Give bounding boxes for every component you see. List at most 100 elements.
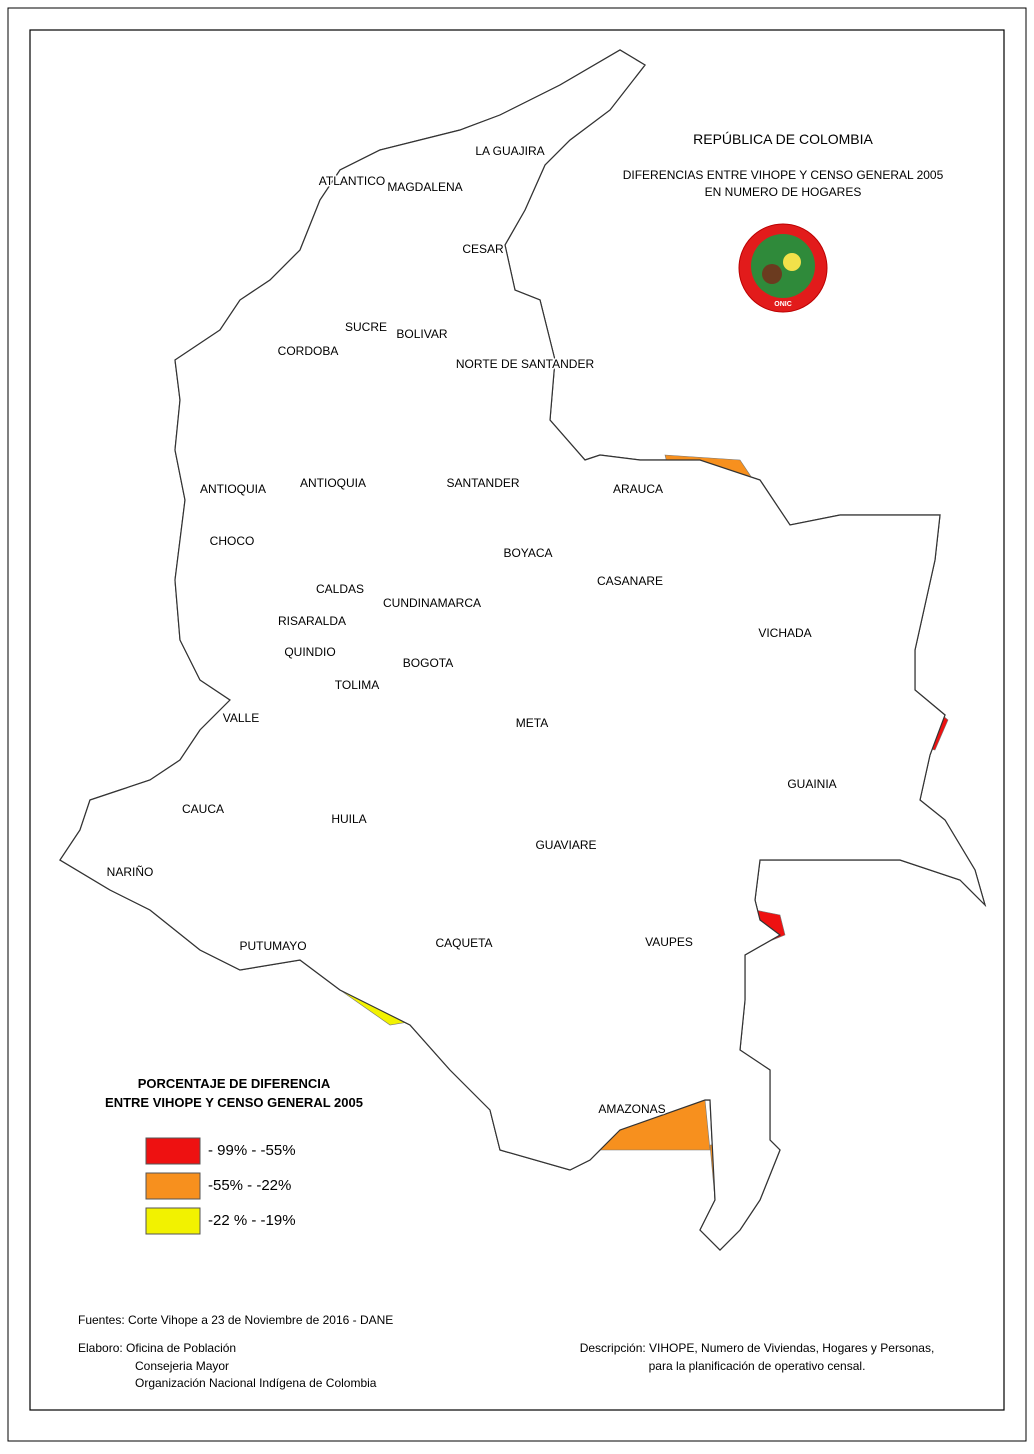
department-label: ARAUCA <box>613 482 663 496</box>
municipality <box>138 381 155 403</box>
municipality <box>96 507 119 525</box>
municipality <box>68 675 85 698</box>
municipality <box>250 130 268 149</box>
municipality <box>166 213 184 233</box>
municipality <box>96 451 116 470</box>
municipality <box>572 185 585 205</box>
municipality <box>572 423 585 442</box>
municipality <box>194 171 217 194</box>
municipality <box>194 269 211 291</box>
municipality <box>166 297 190 314</box>
municipality <box>180 283 198 299</box>
municipality <box>152 353 172 371</box>
municipality <box>110 409 131 428</box>
municipality <box>97 998 113 1017</box>
municipality <box>68 395 86 412</box>
municipality <box>138 941 161 958</box>
municipality <box>110 199 132 221</box>
municipality <box>82 465 101 483</box>
municipality <box>82 577 104 593</box>
logo-text: ONIC <box>774 301 792 308</box>
municipality <box>68 619 88 641</box>
municipality <box>558 297 578 315</box>
municipality <box>152 395 172 415</box>
municipality <box>55 998 71 1020</box>
municipality <box>587 410 605 431</box>
municipality <box>208 130 225 147</box>
municipality <box>180 171 196 187</box>
municipality <box>110 563 126 582</box>
municipality <box>60 465 75 484</box>
municipality <box>544 227 566 243</box>
municipality <box>124 255 140 278</box>
municipality <box>208 227 226 250</box>
municipality <box>152 269 170 292</box>
municipality <box>82 605 105 626</box>
municipality <box>110 241 130 260</box>
department-label: BOLIVAR <box>396 327 447 341</box>
department-label: CALDAS <box>316 582 364 596</box>
municipality <box>138 689 156 706</box>
department-label: CESAR <box>462 242 504 256</box>
municipality <box>96 353 116 374</box>
municipality <box>82 311 99 331</box>
municipality <box>83 998 101 1017</box>
municipality <box>250 199 267 217</box>
municipality <box>68 185 90 204</box>
municipality <box>60 143 70 166</box>
municipality <box>60 591 72 609</box>
municipality <box>138 171 160 194</box>
municipality <box>194 241 211 259</box>
sources: Fuentes: Corte Vihope a 23 de Noviembre … <box>78 1313 393 1327</box>
municipality <box>572 409 585 432</box>
municipality <box>558 269 581 290</box>
municipality <box>124 185 147 207</box>
municipality <box>138 647 157 666</box>
municipality <box>194 143 216 162</box>
municipality <box>124 759 146 779</box>
municipality <box>82 171 103 190</box>
municipality <box>544 199 560 219</box>
municipality <box>60 675 74 691</box>
municipality <box>138 437 158 455</box>
municipality <box>96 213 113 229</box>
municipality <box>138 465 155 488</box>
municipality <box>110 283 131 306</box>
municipality <box>250 255 271 271</box>
municipality <box>558 339 581 358</box>
municipality <box>138 353 159 375</box>
municipality <box>292 143 315 166</box>
department-label: SANTANDER <box>446 476 519 490</box>
description: para la planificación de operativo censa… <box>649 1359 866 1373</box>
municipality <box>222 213 245 231</box>
municipality <box>152 605 175 621</box>
municipality <box>152 633 176 653</box>
municipality <box>96 171 117 193</box>
municipality <box>265 984 282 1005</box>
outer-border <box>7 7 1027 1442</box>
municipality <box>110 353 132 371</box>
municipality <box>60 521 74 539</box>
municipality <box>152 171 169 192</box>
municipality <box>152 311 173 329</box>
municipality <box>166 269 189 291</box>
municipality <box>222 157 243 178</box>
municipality <box>60 493 73 516</box>
municipality <box>68 171 86 194</box>
legend-title: PORCENTAJE DE DIFERENCIA <box>138 1076 331 1091</box>
municipality <box>110 661 131 679</box>
municipality <box>82 535 105 558</box>
municipality <box>194 297 212 318</box>
municipality <box>587 424 602 440</box>
municipality <box>558 395 579 416</box>
department-label: BOGOTA <box>403 656 453 670</box>
municipality <box>138 745 156 768</box>
municipality <box>96 591 119 613</box>
municipality <box>138 423 160 443</box>
municipality <box>152 423 175 441</box>
municipality <box>96 479 118 500</box>
municipality <box>110 745 127 764</box>
municipality <box>82 549 104 566</box>
municipality <box>587 228 603 247</box>
municipality <box>96 563 115 579</box>
